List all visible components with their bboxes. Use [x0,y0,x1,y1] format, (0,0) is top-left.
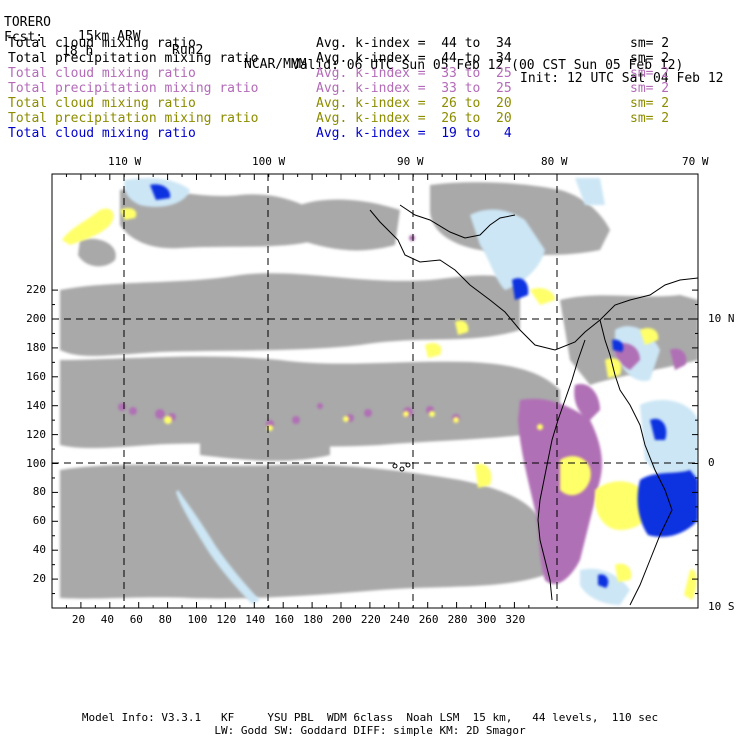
cloud-blue-field [150,184,698,588]
grid-x-label: 80 [158,613,172,626]
latitude-label: 10 S [708,600,735,613]
longitude-label: 110 W [108,155,142,168]
legend-k-index: Avg. k-index = 44 to 34 [316,51,512,66]
grid-x-label: 300 [476,613,497,626]
model-name: TORERO [4,15,51,30]
cloud-fields [52,174,698,608]
grid-x-label: 200 [332,613,352,626]
legend-smoothing: sm= 2 [630,81,670,96]
grid-x-label: 20 [71,613,86,626]
legend-field-label: Total cloud mixing ratio [8,96,196,111]
longitude-label: 90 W [397,155,424,168]
model-resolution: 15km ARW [78,29,141,44]
legend-k-index: Avg. k-index = 33 to 25 [316,66,512,81]
valid-time: Valid: 06 UTC Sun 05 Feb 12 (00 CST Sun … [292,58,684,73]
grid-y-label: 200 [26,312,46,325]
run-label: Run2 [172,43,204,58]
legend-field-label: Total precipitation mixing ratio [8,81,259,96]
legend-row: Total precipitation mixing ratio Avg. k-i… [8,52,738,66]
legend-field-label: Total precipitation mixing ratio [8,51,259,66]
longitude-label: 80 W [541,155,568,168]
legend-field-label: Total cloud mixing ratio [8,36,196,51]
cloud-yellow-field [62,207,697,600]
legend-row: Total precipitation mixing ratio Avg. k-i… [8,82,738,96]
forecast-hours: 18 h [62,44,94,59]
legend-row: Total cloud mixing ratio Avg. k-index = 4… [8,37,738,51]
legend-row: Total cloud mixing ratio Avg. k-index = 1… [8,127,738,141]
graticule [52,174,698,608]
footer-physics-info: LW: Godd SW: Goddard DIFF: simple KM: 2D… [214,724,526,737]
legend-field-label: Total cloud mixing ratio [8,66,196,81]
grid-y-label: 20 [32,572,46,586]
header-line-1: TORERO 15km ARW Run2 NCAR/MMM Init: 12 U… [4,2,740,86]
legend-field-label: Total cloud mixing ratio [8,126,196,141]
grid-y-label: 60 [32,514,46,528]
longitude-label: 70 W [682,155,709,168]
axis-ticks [52,174,698,608]
org-label: NCAR/MMM [244,57,307,72]
legend-smoothing: sm= 2 [630,36,670,51]
grid-y-label: 80 [32,485,46,499]
legend-k-index: Avg. k-index = 26 to 20 [316,96,512,111]
legend-row: Total precipitation mixing ratio Avg. k-i… [8,112,738,126]
legend-smoothing: sm= 2 [630,111,670,126]
latitude-label: 10 N [708,312,735,325]
grid-x-label: 280 [447,613,468,626]
grid-x-label: 260 [418,613,439,626]
grid-y-label: 120 [26,427,46,441]
grid-y-label: 180 [26,340,46,354]
forecast-label: Fcst: [4,30,44,45]
legend-row: Total cloud mixing ratio Avg. k-index = 2… [8,97,738,111]
grid-x-label: 220 [360,613,381,626]
grid-x-label: 320 [505,613,526,626]
header-line-2: Fcst: 18 h Valid: 06 UTC Sun 05 Feb 12 (… [4,17,740,73]
grid-x-label: 100 [187,613,208,626]
latitude-label: 0 [708,456,715,469]
legend-smoothing: sm= 2 [630,96,670,111]
grid-y-label: 140 [26,398,46,412]
legend-smoothing: sm= 2 [630,51,670,66]
grid-x-label: 140 [245,613,266,626]
legend-k-index: Avg. k-index = 26 to 20 [316,111,512,126]
grid-x-label: 60 [129,613,143,626]
grid-x-label: 120 [216,613,237,626]
grid-x-label: 240 [389,613,410,626]
grid-x-label: 160 [274,613,295,626]
grid-y-label: 100 [26,456,46,470]
legend-k-index: Avg. k-index = 19 to 4 [316,126,512,141]
footer-model-info: Model Info: V3.3.1 KF YSU PBL WDM 6class… [81,711,659,724]
legend-field-label: Total precipitation mixing ratio [8,111,259,126]
legend-k-index: Avg. k-index = 33 to 25 [316,81,512,96]
legend-k-index: Avg. k-index = 44 to 34 [316,36,512,51]
init-time: Init: 12 UTC Sat 04 Feb 12 [520,71,724,86]
legend-row: Total cloud mixing ratio Avg. k-index = 3… [8,67,738,81]
grid-x-label: 180 [303,613,323,626]
grid-y-label: 220 [26,283,46,297]
cloud-gray-field [60,182,698,599]
grid-y-label: 160 [26,369,46,383]
grid-x-label: 40 [100,613,115,626]
longitude-label: 100 W [252,155,286,168]
grid-y-label: 40 [32,543,46,557]
legend-smoothing: sm= 2 [630,66,670,81]
